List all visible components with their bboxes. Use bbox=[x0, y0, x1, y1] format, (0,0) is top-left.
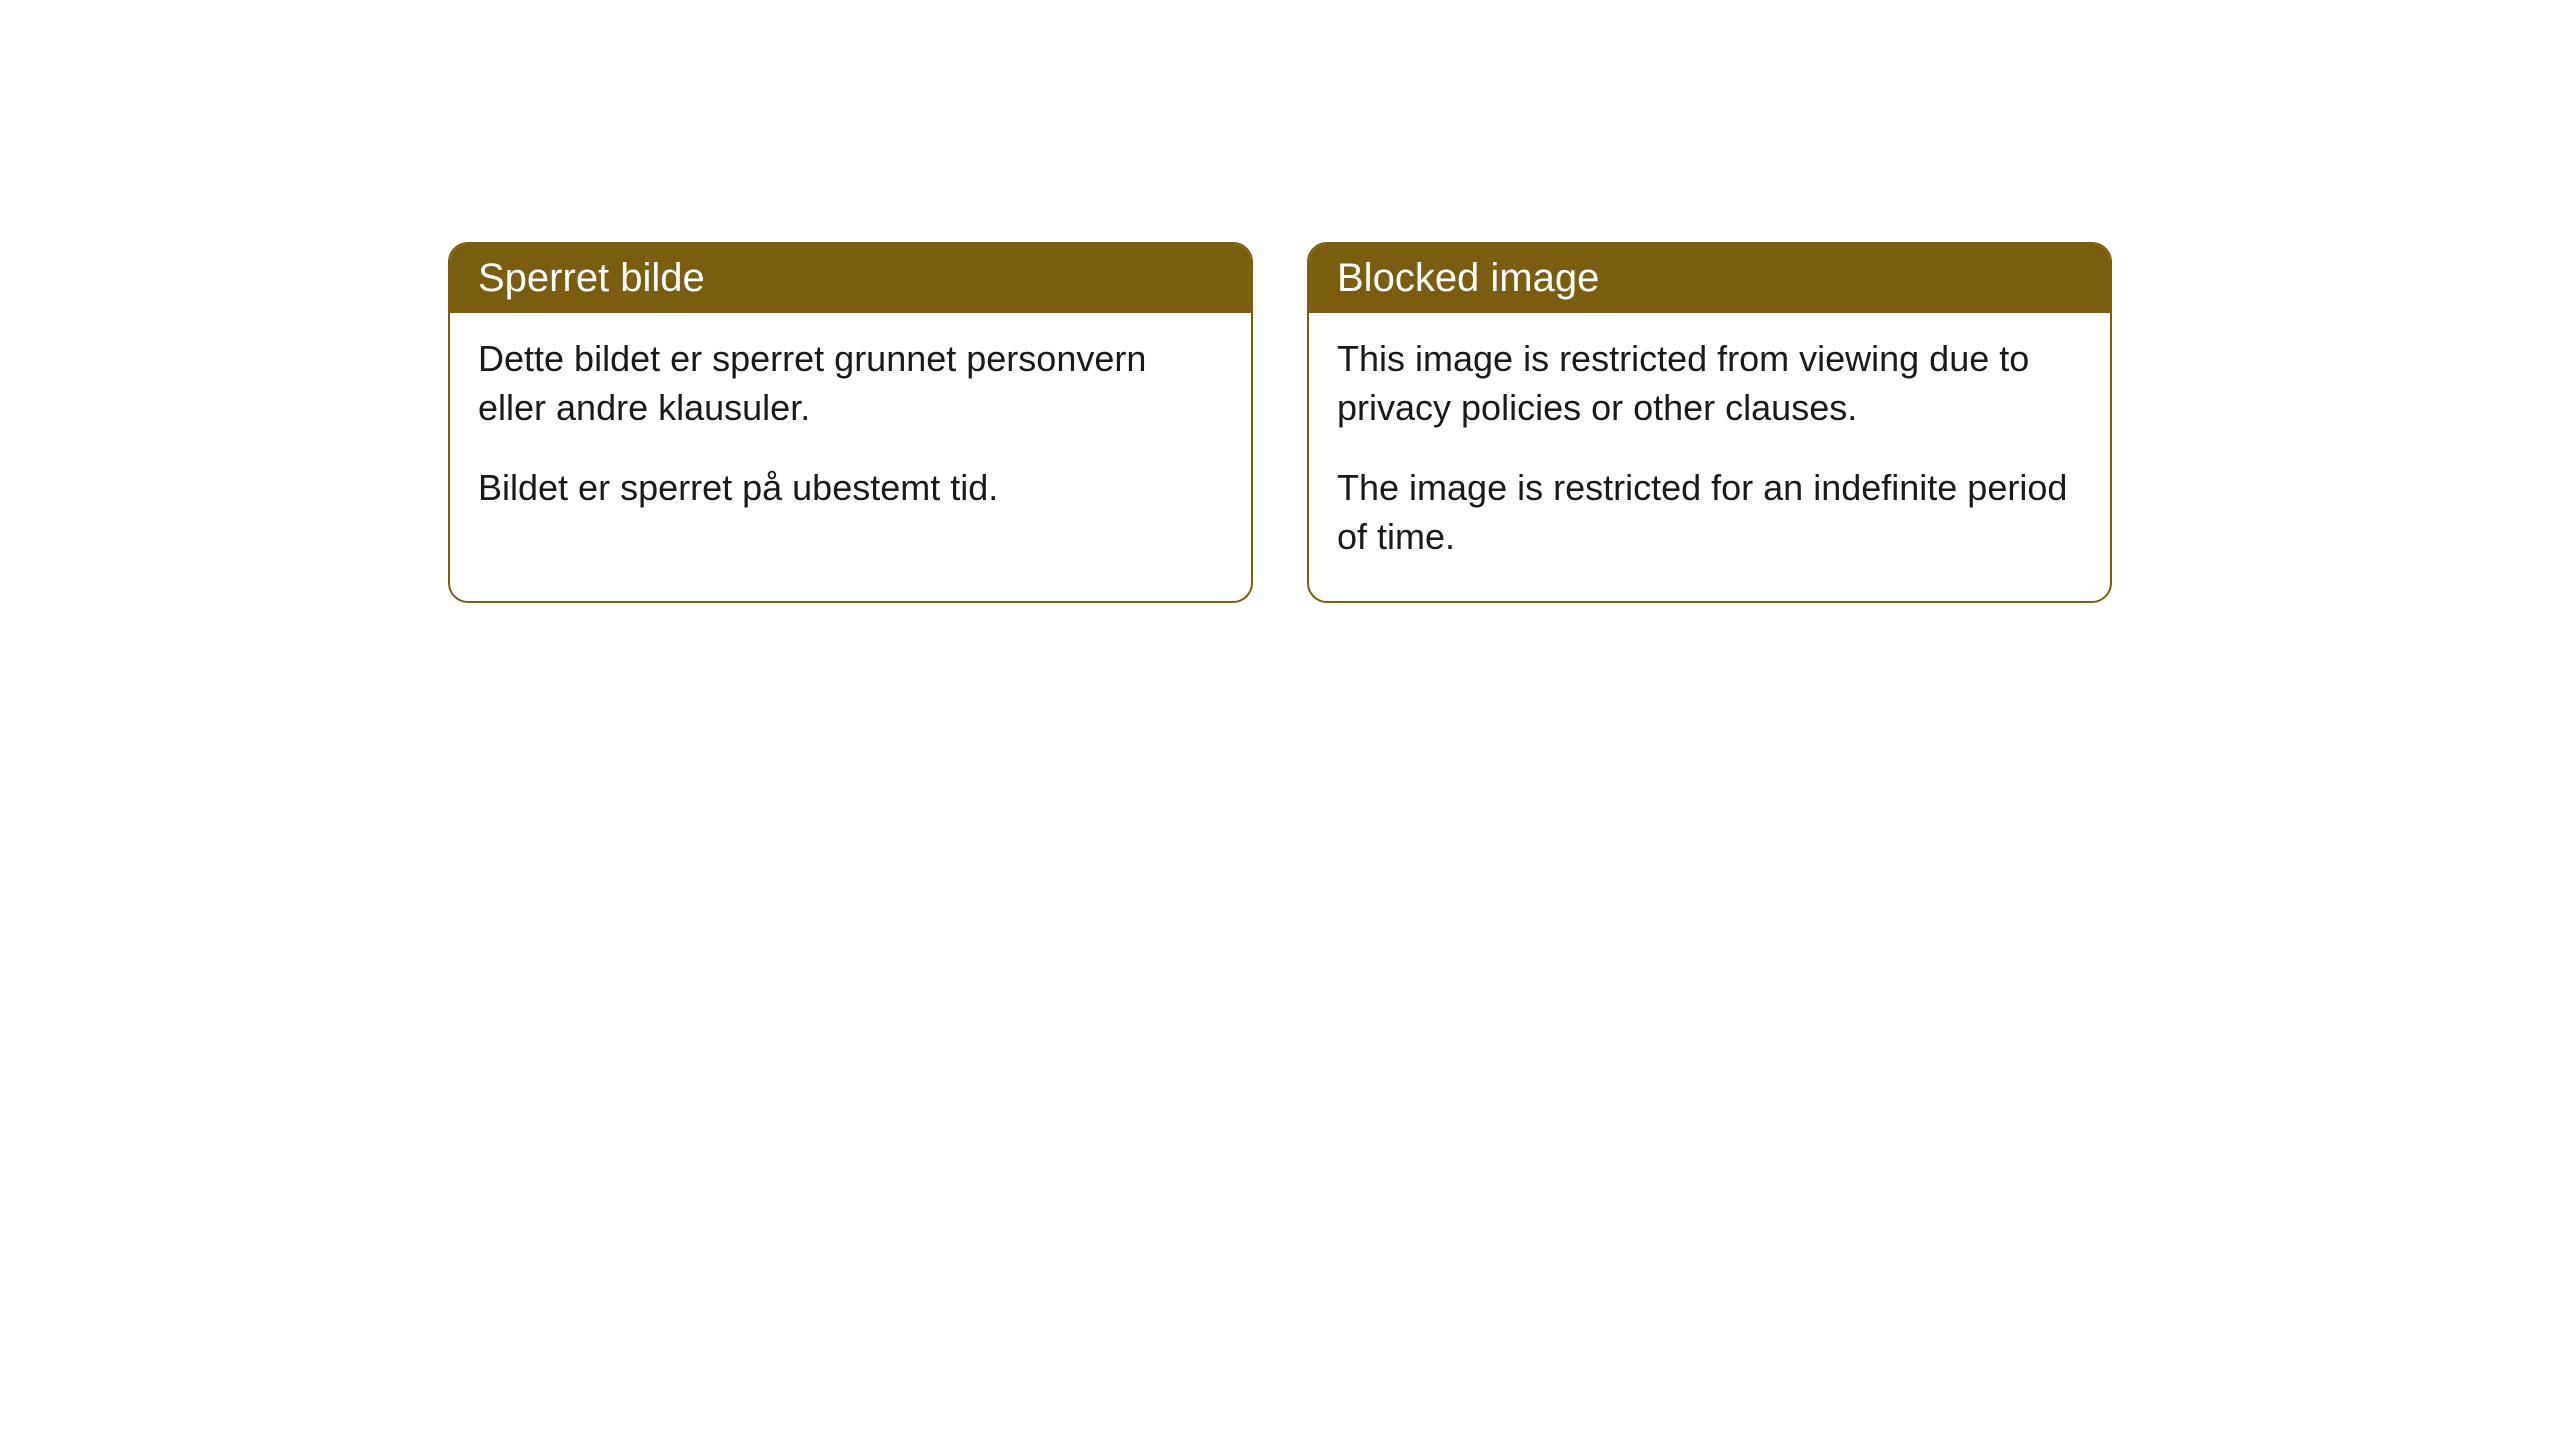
card-paragraph-2-no: Bildet er sperret på ubestemt tid. bbox=[478, 464, 1223, 513]
card-body-no: Dette bildet er sperret grunnet personve… bbox=[450, 313, 1251, 553]
card-header-no: Sperret bilde bbox=[450, 244, 1251, 313]
card-body-en: This image is restricted from viewing du… bbox=[1309, 313, 2110, 601]
card-header-en: Blocked image bbox=[1309, 244, 2110, 313]
notice-cards-container: Sperret bilde Dette bildet er sperret gr… bbox=[448, 242, 2112, 603]
blocked-image-card-en: Blocked image This image is restricted f… bbox=[1307, 242, 2112, 603]
card-paragraph-1-no: Dette bildet er sperret grunnet personve… bbox=[478, 335, 1223, 432]
card-paragraph-2-en: The image is restricted for an indefinit… bbox=[1337, 464, 2082, 561]
card-paragraph-1-en: This image is restricted from viewing du… bbox=[1337, 335, 2082, 432]
blocked-image-card-no: Sperret bilde Dette bildet er sperret gr… bbox=[448, 242, 1253, 603]
